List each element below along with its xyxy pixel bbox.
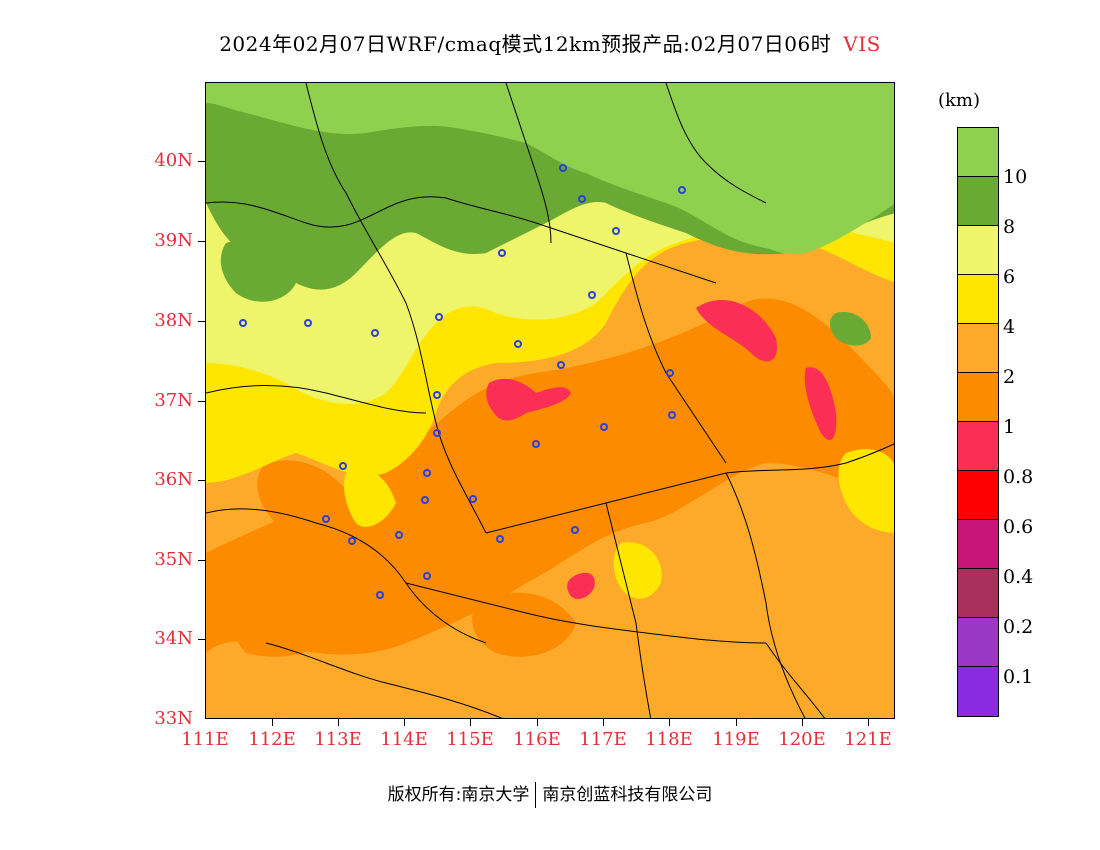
- colorbar-label: 2: [1003, 366, 1016, 388]
- region-8-10km-east: [830, 312, 871, 346]
- region-0.8-1km-east: [804, 367, 837, 441]
- colorbar-cell: [958, 569, 998, 618]
- region-0.8-1km-south: [567, 572, 595, 599]
- region-8-10km-west: [220, 240, 296, 302]
- lat-label-35: 35N: [154, 549, 193, 570]
- colorbar-cell: [958, 128, 998, 177]
- colorbar-label: 0.6: [1003, 516, 1034, 538]
- colorbar-label: 0.2: [1003, 616, 1034, 638]
- legend-unit: (km): [938, 90, 981, 111]
- colorbar-cell: [958, 618, 998, 667]
- lat-tick: [198, 401, 205, 402]
- lon-label-119: 119E: [712, 729, 760, 750]
- visibility-map: [205, 82, 895, 719]
- city-markers: [239, 164, 686, 599]
- lat-label-37: 37N: [154, 390, 193, 411]
- lon-tick: [868, 719, 869, 726]
- region-1-2km-south: [472, 592, 576, 657]
- title-main: 2024年02月07日WRF/cmaq模式12km预报产品:02月07日06时: [219, 32, 832, 56]
- footer: 版权所有:南京大学 南京创蓝科技有限公司: [0, 780, 1100, 808]
- region-0.8-1km-center: [486, 378, 571, 421]
- colorbar: [957, 127, 999, 717]
- region-1-2km-sw: [227, 543, 336, 657]
- lon-tick: [736, 719, 737, 726]
- lon-label-120: 120E: [778, 729, 826, 750]
- colorbar-cell: [958, 520, 998, 569]
- colorbar-cell: [958, 471, 998, 520]
- colorbar-label: 4: [1003, 316, 1016, 338]
- lon-tick: [272, 719, 273, 726]
- region-1-2km-west: [257, 460, 356, 534]
- map-svg: [206, 83, 894, 718]
- colorbar-cell: [958, 373, 998, 422]
- lat-tick: [198, 161, 205, 162]
- region-over-10km-ne: [734, 95, 894, 254]
- footer-company: 南京创蓝科技有限公司: [542, 785, 713, 805]
- lat-label-39: 39N: [154, 230, 193, 251]
- region-over-10km: [206, 83, 894, 250]
- map-title: 2024年02月07日WRF/cmaq模式12km预报产品:02月07日06时 V…: [0, 28, 1100, 57]
- lon-label-118: 118E: [645, 729, 693, 750]
- lon-label-112: 112E: [248, 729, 296, 750]
- region-1-2km: [206, 298, 894, 655]
- colorbar-label: 1: [1003, 416, 1016, 438]
- colorbar-cell: [958, 177, 998, 226]
- title-variable: VIS: [843, 32, 881, 56]
- colorbar-cell: [958, 275, 998, 324]
- admin-boundaries: [206, 83, 894, 718]
- lon-tick: [802, 719, 803, 726]
- lon-label-121: 121E: [844, 729, 892, 750]
- region-0.8-1km-ne: [696, 299, 777, 362]
- colorbar-label: 6: [1003, 266, 1016, 288]
- region-4-6km-center: [344, 469, 396, 527]
- lat-label-34: 34N: [154, 628, 193, 649]
- lon-tick: [603, 719, 604, 726]
- footer-copyright: 版权所有:南京大学: [387, 785, 530, 805]
- lon-label-113: 113E: [314, 729, 362, 750]
- region-4-6km-east: [838, 449, 894, 533]
- colorbar-cell: [958, 324, 998, 373]
- colorbar-cell: [958, 667, 998, 716]
- lat-tick: [198, 241, 205, 242]
- lon-label-117: 117E: [579, 729, 627, 750]
- lat-tick: [198, 480, 205, 481]
- lon-label-114: 114E: [380, 729, 428, 750]
- lon-label-116: 116E: [513, 729, 561, 750]
- lat-label-33: 33N: [154, 708, 193, 729]
- lat-tick: [198, 321, 205, 322]
- lon-label-111: 111E: [181, 729, 229, 750]
- lat-tick: [198, 560, 205, 561]
- footer-separator: [535, 782, 537, 808]
- lon-tick: [404, 719, 405, 726]
- colorbar-cell: [958, 226, 998, 275]
- lat-tick: [198, 639, 205, 640]
- lon-tick: [669, 719, 670, 726]
- colorbar-label: 10: [1003, 166, 1028, 188]
- lon-label-115: 115E: [446, 729, 494, 750]
- lon-tick: [470, 719, 471, 726]
- colorbar-label: 0.1: [1003, 666, 1034, 688]
- lat-label-36: 36N: [154, 469, 193, 490]
- lat-label-40: 40N: [154, 150, 193, 171]
- colorbar-label: 8: [1003, 216, 1016, 238]
- colorbar-cell: [958, 422, 998, 471]
- lon-tick: [537, 719, 538, 726]
- colorbar-label: 0.8: [1003, 466, 1034, 488]
- lat-label-38: 38N: [154, 310, 193, 331]
- colorbar-label: 0.4: [1003, 566, 1034, 588]
- region-4-6km-se: [613, 542, 662, 599]
- lon-tick: [338, 719, 339, 726]
